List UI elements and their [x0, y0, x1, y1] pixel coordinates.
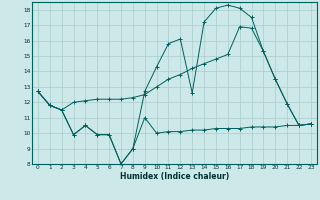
X-axis label: Humidex (Indice chaleur): Humidex (Indice chaleur): [120, 172, 229, 181]
